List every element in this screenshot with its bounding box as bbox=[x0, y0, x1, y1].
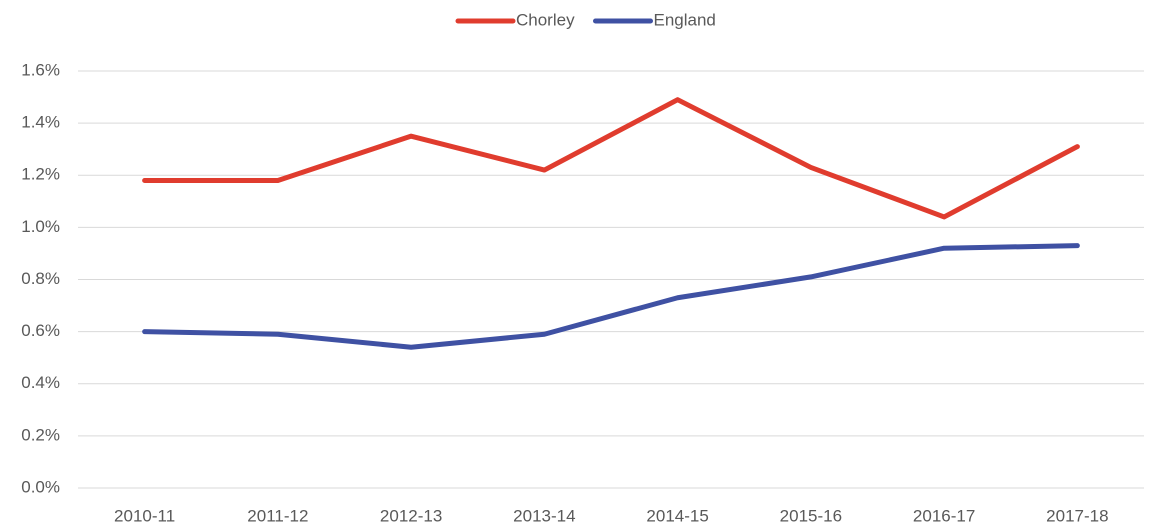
y-tick-label: 0.6% bbox=[21, 321, 60, 340]
legend-label: Chorley bbox=[516, 10, 575, 29]
x-tick-label: 2016-17 bbox=[913, 506, 975, 525]
x-tick-label: 2017-18 bbox=[1046, 506, 1108, 525]
y-tick-label: 0.2% bbox=[21, 425, 60, 444]
y-tick-label: 0.4% bbox=[21, 373, 60, 392]
legend-label: England bbox=[654, 10, 716, 29]
x-tick-label: 2014-15 bbox=[646, 506, 708, 525]
series-line bbox=[142, 243, 1080, 350]
y-tick-label: 1.2% bbox=[21, 165, 60, 184]
y-tick-label: 0.0% bbox=[21, 477, 60, 496]
y-tick-label: 1.0% bbox=[21, 217, 60, 236]
x-tick-label: 2015-16 bbox=[780, 506, 842, 525]
y-tick-label: 0.8% bbox=[21, 269, 60, 288]
y-tick-label: 1.6% bbox=[21, 60, 60, 79]
y-tick-label: 1.4% bbox=[21, 113, 60, 132]
x-tick-label: 2010-11 bbox=[114, 506, 175, 525]
x-tick-label: 2013-14 bbox=[513, 506, 575, 525]
series-line bbox=[142, 97, 1080, 220]
x-tick-label: 2012-13 bbox=[380, 506, 442, 525]
x-tick-label: 2011-12 bbox=[247, 506, 308, 525]
